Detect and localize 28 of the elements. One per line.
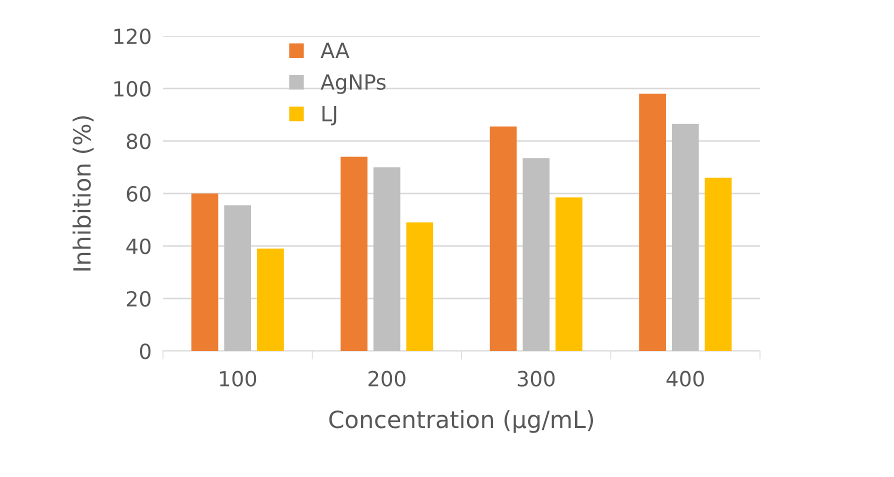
bar bbox=[191, 194, 218, 351]
x-axis-title: Concentration (µg/mL) bbox=[329, 410, 594, 433]
x-tick-label: 400 bbox=[666, 370, 704, 387]
legend-label: AA bbox=[320, 42, 350, 58]
bar bbox=[639, 94, 666, 351]
y-tick-label: 80 bbox=[126, 133, 151, 150]
bar bbox=[257, 248, 284, 351]
bar bbox=[224, 205, 252, 351]
y-axis-title: Inhibition (%) bbox=[72, 116, 94, 270]
bar bbox=[522, 158, 550, 351]
bar bbox=[556, 197, 582, 351]
bar bbox=[672, 124, 699, 351]
x-tick-label: 300 bbox=[518, 370, 555, 387]
y-tick-label: 40 bbox=[126, 238, 151, 254]
y-tick-label: 0 bbox=[140, 343, 151, 360]
legend-label: AgNPs bbox=[320, 74, 386, 94]
x-tick-label: 100 bbox=[220, 370, 256, 387]
bar bbox=[704, 178, 732, 351]
bar bbox=[406, 222, 434, 351]
x-tick-label: 200 bbox=[368, 370, 406, 387]
bar bbox=[340, 156, 368, 351]
y-tick-label: 20 bbox=[126, 290, 151, 307]
bar bbox=[373, 167, 400, 351]
legend-label: LJ bbox=[322, 106, 336, 126]
y-tick-label: 60 bbox=[126, 186, 151, 202]
y-tick-label: 120 bbox=[114, 28, 151, 44]
y-tick-label: 100 bbox=[114, 80, 151, 97]
bar bbox=[490, 126, 517, 351]
